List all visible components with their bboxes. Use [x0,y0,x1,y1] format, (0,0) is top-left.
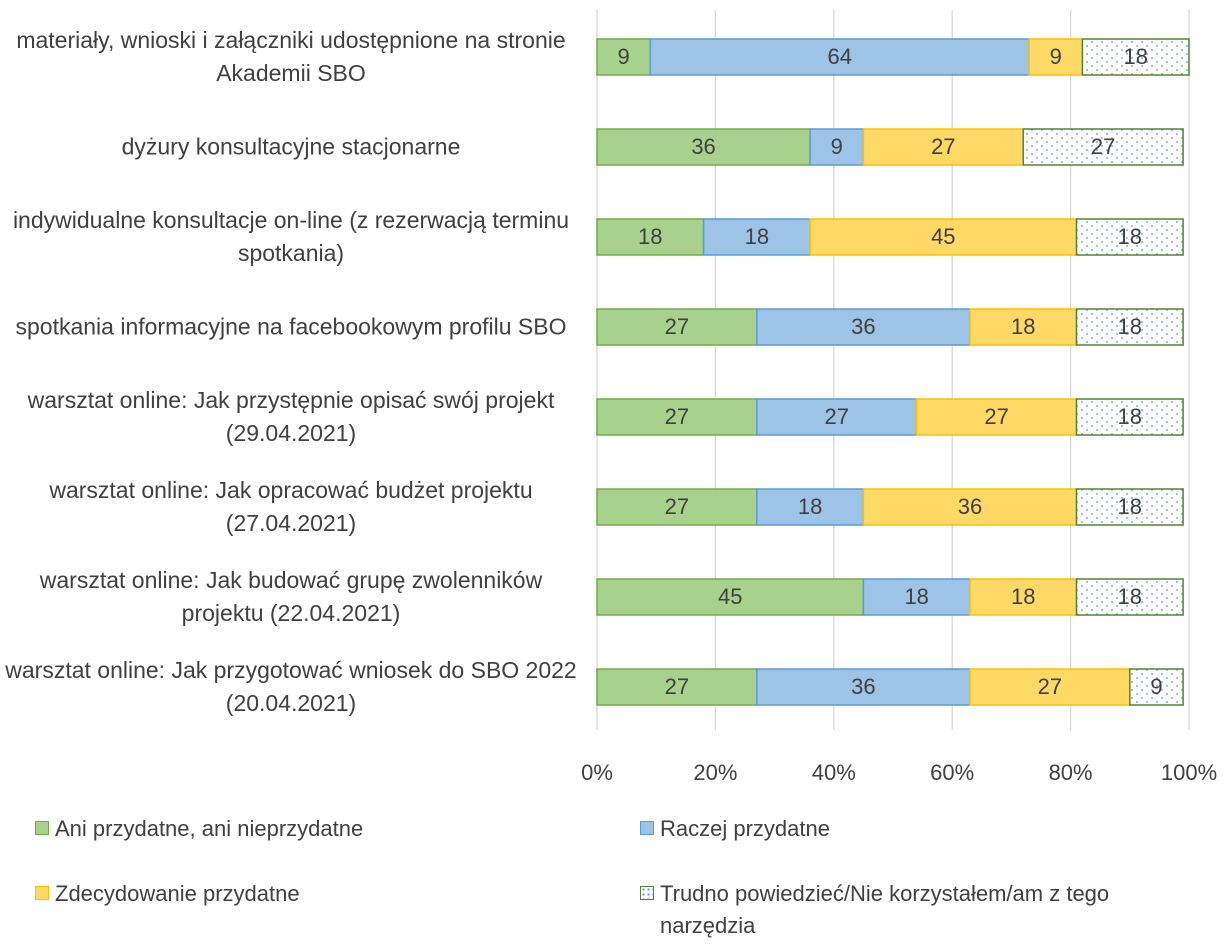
data-label: 18 [904,584,928,609]
bar-segment [756,308,971,346]
bar-segment [596,128,811,166]
data-label: 36 [958,494,982,519]
data-label: 36 [851,314,875,339]
category-label: warsztat online: Jak przygotować wniosek… [5,657,577,716]
data-label: 9 [831,134,843,159]
data-label: 9 [1050,44,1062,69]
data-label: 18 [638,224,662,249]
legend-label: Raczej przydatne [660,816,830,841]
data-label: 27 [1038,674,1062,699]
bar-segment [596,38,652,76]
data-label: 27 [825,404,849,429]
bar-segment [1081,38,1190,76]
x-tick-label: 20% [693,760,737,785]
bar-segment [756,668,971,706]
category-label: warsztat online: Jak opracować budżet pr… [49,477,533,536]
bar-segment [1075,308,1184,346]
data-label: 45 [718,584,742,609]
legend-label: Trudno powiedzieć/Nie korzystałem/am z t… [660,881,1110,938]
legend-swatch [640,821,654,835]
x-tick-label: 40% [812,760,856,785]
bar-segment [862,488,1078,526]
legend-item: Zdecydowanie przydatne [35,878,605,910]
data-label: 27 [665,494,689,519]
category-label: warsztat online: Jak przystępnie opisać … [27,387,555,446]
data-label: 18 [1118,314,1142,339]
bar-segment [1075,218,1184,256]
data-label: 27 [1091,134,1115,159]
legend-swatch [35,886,49,900]
x-tick-label: 60% [930,760,974,785]
bar-segment [1075,398,1184,436]
data-label: 27 [984,404,1008,429]
legend-item: Ani przydatne, ani nieprzydatne [35,813,605,845]
data-label: 18 [1011,584,1035,609]
data-label: 18 [1123,44,1147,69]
legend-label: Ani przydatne, ani nieprzydatne [55,816,364,841]
bar-segment [969,668,1131,706]
bar-segment [809,128,865,166]
data-label: 9 [1150,674,1162,699]
bar-segment [1075,488,1184,526]
bar-segment [862,128,1024,166]
category-label: dyżury konsultacyjne stacjonarne [121,133,461,160]
data-label: 27 [931,134,955,159]
category-label: spotkania informacyjne na facebookowym p… [15,313,567,340]
data-label: 18 [798,494,822,519]
data-label: 45 [931,224,955,249]
legend-item: Trudno powiedzieć/Nie korzystałem/am z t… [640,878,1210,942]
bar-segment [1022,128,1184,166]
data-label: 27 [665,674,689,699]
data-label: 27 [665,404,689,429]
data-label: 18 [1118,584,1142,609]
data-label: 18 [1118,224,1142,249]
bar-segment [1075,578,1184,616]
bar-segment [1129,668,1184,706]
data-label: 18 [745,224,769,249]
bar-segment [596,668,758,706]
bar-segment [702,218,811,256]
data-label: 18 [1118,494,1142,519]
data-label: 9 [618,44,630,69]
bar-segment [862,578,971,616]
category-label: indywidualne konsultacje on-line (z reze… [12,207,570,266]
legend-label: Zdecydowanie przydatne [55,881,300,906]
bar-segment [596,308,758,346]
data-label: 18 [1118,404,1142,429]
bar-segment [809,218,1078,256]
bar-segment [915,398,1078,436]
category-label: warsztat online: Jak budować grupę zwole… [39,567,543,626]
legend-item: Raczej przydatne [640,813,1210,845]
data-label: 36 [691,134,715,159]
x-tick-label: 0% [581,760,613,785]
category-label: materiały, wnioski i załączniki udostępn… [16,27,566,86]
data-label: 64 [827,44,851,69]
x-tick-label: 80% [1049,760,1093,785]
data-label: 18 [1011,314,1035,339]
bar-segment [596,218,705,256]
data-label: 27 [665,314,689,339]
legend-swatch [35,821,49,835]
legend-swatch [640,886,654,900]
x-tick-label: 100% [1161,760,1217,785]
data-label: 36 [851,674,875,699]
bar-segment [596,488,758,526]
bar-segment [756,398,918,436]
bar-segment [969,308,1078,346]
